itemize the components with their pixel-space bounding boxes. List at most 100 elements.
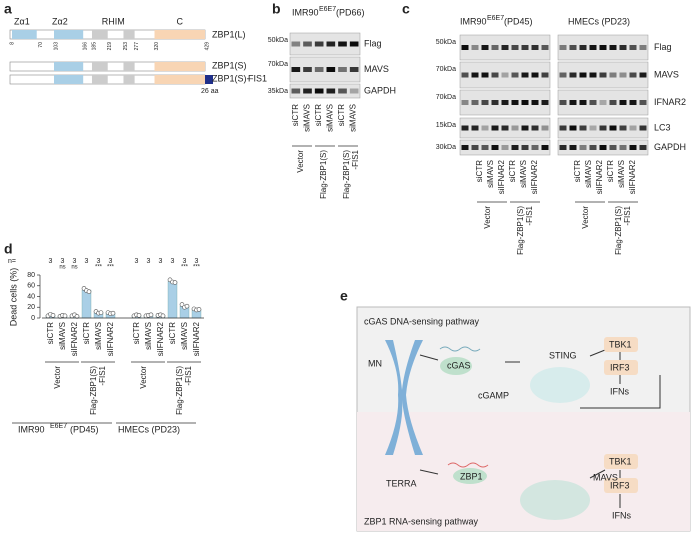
data-point [172, 280, 178, 285]
data-point [184, 303, 190, 309]
label: IFNs [610, 386, 629, 396]
label: 35kDa [268, 88, 288, 95]
rotated-label: Flag-ZBP1(S) [342, 150, 351, 199]
band [579, 100, 587, 105]
significance: ns [59, 265, 65, 271]
blot [289, 83, 361, 99]
label: MAVS [364, 64, 389, 74]
y-tick-label: 80 [27, 272, 35, 279]
band [579, 72, 587, 78]
domain [123, 30, 135, 39]
label: C [177, 16, 184, 26]
band [481, 72, 489, 78]
rotated-label: Flag-ZBP1(S) [175, 366, 184, 415]
panel-label: e [340, 288, 348, 304]
band [599, 45, 607, 50]
rotated-label: siMAVS [326, 104, 335, 132]
label: HMECs (PD23) [118, 424, 180, 434]
band [589, 45, 597, 50]
panel-label: c [402, 1, 410, 17]
band [619, 125, 627, 131]
rotated-label: siIFNAR2 [192, 321, 201, 356]
n-label: 3 [195, 258, 199, 265]
rotated-label: 70 [38, 42, 44, 48]
band [521, 125, 529, 131]
y-tick-label: 0 [31, 315, 35, 322]
band [314, 88, 324, 94]
data-point [62, 313, 68, 319]
domain [91, 75, 108, 84]
rotated-label: siMAVS [349, 104, 358, 132]
band [559, 145, 567, 150]
band [609, 125, 617, 131]
domain [154, 62, 205, 71]
label: IRF3 [610, 480, 630, 490]
band [569, 100, 577, 105]
rotated-label: siIFNAR2 [156, 321, 165, 356]
label: LC3 [654, 122, 671, 132]
band [639, 45, 647, 50]
chromosome [385, 340, 423, 455]
rotated-label: siCTR [337, 104, 346, 126]
rotated-label: Flag-ZBP1(S) [89, 366, 98, 415]
domain [12, 30, 37, 39]
band [599, 145, 607, 150]
band [491, 100, 499, 105]
n-label: 3 [85, 258, 89, 265]
n-label: 3 [171, 258, 175, 265]
arrow [419, 469, 439, 475]
rotated-label: siCTR [46, 322, 55, 344]
band [541, 100, 549, 105]
band [559, 72, 567, 78]
band [461, 145, 469, 150]
band [619, 100, 627, 105]
significance: *** [95, 265, 103, 271]
label: IMR90 [460, 16, 487, 26]
label: MN [368, 358, 382, 368]
band [579, 125, 587, 131]
rotated-label: siMAVS [180, 322, 189, 350]
band [639, 125, 647, 131]
domain [123, 75, 135, 84]
label: 70kDa [268, 61, 288, 68]
band [559, 45, 567, 50]
band [589, 72, 597, 78]
er [530, 367, 590, 403]
domain [54, 62, 84, 71]
rotated-label: -FIS1 [98, 365, 107, 385]
data-point [74, 314, 80, 319]
domain [91, 30, 108, 39]
data-point [136, 313, 142, 318]
label: E6E7 [487, 15, 504, 22]
band [471, 45, 479, 50]
band [303, 41, 312, 47]
label: ZBP1(L) [212, 29, 246, 39]
label: GAPDH [654, 142, 686, 152]
band [303, 88, 312, 94]
band [501, 145, 509, 150]
band [511, 145, 519, 150]
label: Flag [364, 38, 382, 48]
band [303, 67, 312, 72]
rotated-label: siIFNAR2 [106, 321, 115, 356]
domain [91, 62, 108, 71]
label: 15kDa [436, 122, 456, 129]
rotated-label: siIFNAR2 [628, 159, 637, 194]
label: Zα2 [52, 16, 68, 26]
label: 50kDa [268, 37, 288, 44]
label: IRF3 [610, 362, 630, 372]
label: GAPDH [364, 85, 396, 95]
rotated-label: Flag-ZBP1(S) [614, 206, 623, 255]
fis1-box [205, 75, 213, 84]
rotated-label: Flag-ZBP1(S) [319, 150, 328, 199]
tbk1-box [604, 454, 638, 469]
domain [54, 30, 84, 39]
rotated-label: siIFNAR2 [595, 159, 604, 194]
band [521, 100, 529, 105]
band [629, 45, 637, 50]
label: STING [549, 350, 577, 360]
band [338, 88, 347, 94]
rna [447, 462, 489, 468]
band [338, 41, 347, 47]
